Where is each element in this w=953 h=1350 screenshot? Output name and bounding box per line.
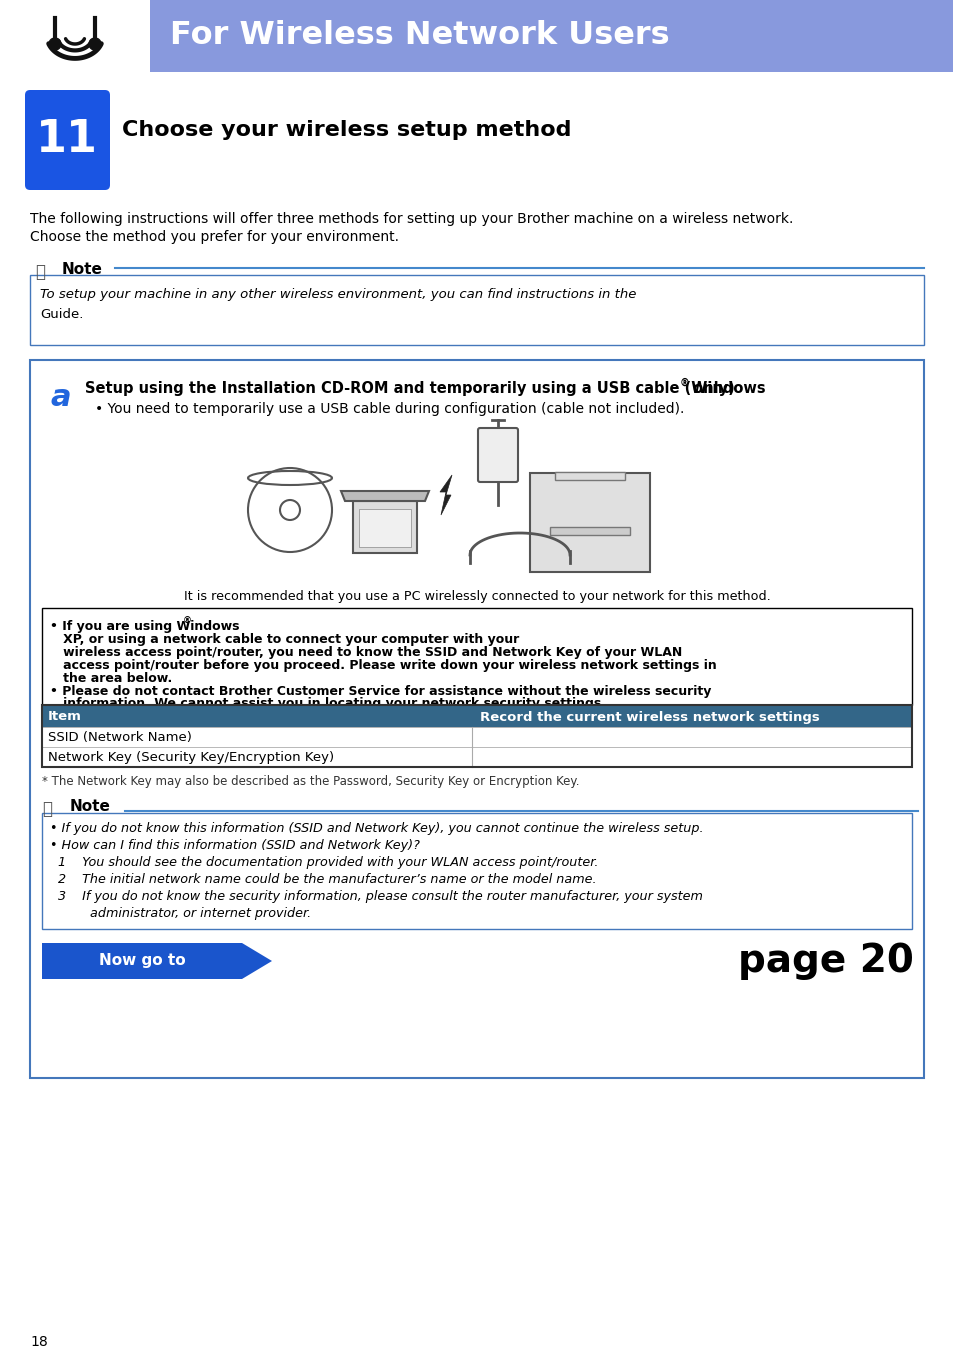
Text: • How can I find this information (SSID and Network Key)?: • How can I find this information (SSID … — [50, 838, 419, 852]
Text: Choose the method you prefer for your environment.: Choose the method you prefer for your en… — [30, 230, 398, 244]
Text: To setup your machine in any other wireless environment, you can find instructio: To setup your machine in any other wirel… — [40, 288, 636, 301]
FancyBboxPatch shape — [42, 813, 911, 929]
FancyBboxPatch shape — [0, 0, 953, 72]
Text: Now go to: Now go to — [98, 953, 185, 968]
Text: access point/router before you proceed. Please write down your wireless network : access point/router before you proceed. … — [50, 659, 716, 672]
Text: ®: ® — [679, 378, 689, 387]
Text: For Wireless Network Users: For Wireless Network Users — [170, 20, 669, 51]
Circle shape — [49, 38, 61, 50]
FancyBboxPatch shape — [358, 509, 411, 547]
Text: Item: Item — [48, 710, 82, 724]
Polygon shape — [340, 491, 429, 501]
Text: * The Network Key may also be described as the Password, Security Key or Encrypt: * The Network Key may also be described … — [42, 775, 578, 788]
Text: Record the current wireless network settings: Record the current wireless network sett… — [479, 710, 819, 724]
FancyBboxPatch shape — [555, 472, 624, 481]
Text: • If you do not know this information (SSID and Network Key), you cannot continu: • If you do not know this information (S… — [50, 822, 702, 836]
Circle shape — [89, 38, 101, 50]
FancyBboxPatch shape — [42, 747, 911, 767]
FancyBboxPatch shape — [530, 472, 649, 572]
Text: administrator, or internet provider.: administrator, or internet provider. — [50, 907, 311, 919]
Text: 3    If you do not know the security information, please consult the router manu: 3 If you do not know the security inform… — [50, 890, 702, 903]
FancyBboxPatch shape — [25, 90, 110, 190]
FancyBboxPatch shape — [353, 501, 416, 554]
Text: Guide.: Guide. — [40, 308, 83, 321]
Text: only): only) — [687, 381, 734, 396]
Text: It is recommended that you use a PC wirelessly connected to your network for thi: It is recommended that you use a PC wire… — [183, 590, 770, 603]
Text: XP, or using a network cable to connect your computer with your: XP, or using a network cable to connect … — [50, 633, 518, 647]
Text: 1    You should see the documentation provided with your WLAN access point/route: 1 You should see the documentation provi… — [50, 856, 598, 869]
Text: Note: Note — [62, 262, 103, 277]
Text: • Please do not contact Brother Customer Service for assistance without the wire: • Please do not contact Brother Customer… — [50, 684, 711, 698]
FancyBboxPatch shape — [42, 608, 911, 705]
Text: Setup using the Installation CD-ROM and temporarily using a USB cable (Windows: Setup using the Installation CD-ROM and … — [85, 381, 765, 396]
Text: wireless access point/router, you need to know the SSID and Network Key of your : wireless access point/router, you need t… — [50, 647, 681, 659]
FancyBboxPatch shape — [42, 705, 911, 728]
FancyBboxPatch shape — [42, 728, 911, 747]
Text: 2    The initial network name could be the manufacturer’s name or the model name: 2 The initial network name could be the … — [50, 873, 596, 886]
Text: 📝: 📝 — [35, 263, 45, 281]
FancyBboxPatch shape — [0, 0, 150, 72]
Text: 18: 18 — [30, 1335, 48, 1349]
Text: The following instructions will offer three methods for setting up your Brother : The following instructions will offer th… — [30, 212, 793, 225]
FancyBboxPatch shape — [550, 526, 629, 535]
Text: Choose your wireless setup method: Choose your wireless setup method — [122, 120, 571, 140]
Text: ®: ® — [183, 617, 192, 626]
Text: SSID (Network Name): SSID (Network Name) — [48, 732, 192, 744]
FancyBboxPatch shape — [30, 360, 923, 1079]
FancyBboxPatch shape — [30, 275, 923, 346]
Polygon shape — [42, 944, 272, 979]
Text: the area below.: the area below. — [50, 672, 172, 684]
Text: • You need to temporarily use a USB cable during configuration (cable not includ: • You need to temporarily use a USB cabl… — [95, 402, 683, 416]
Text: 📝: 📝 — [42, 801, 52, 818]
Text: 11: 11 — [36, 119, 98, 162]
FancyBboxPatch shape — [477, 428, 517, 482]
Text: page 20: page 20 — [738, 942, 913, 980]
Text: information. We cannot assist you in locating your network security settings.: information. We cannot assist you in loc… — [50, 697, 605, 710]
Text: • If you are using Windows: • If you are using Windows — [50, 620, 239, 633]
Text: Network Key (Security Key/Encryption Key): Network Key (Security Key/Encryption Key… — [48, 752, 334, 764]
Polygon shape — [439, 475, 452, 514]
Text: Note: Note — [70, 799, 111, 814]
Text: a: a — [50, 383, 71, 412]
